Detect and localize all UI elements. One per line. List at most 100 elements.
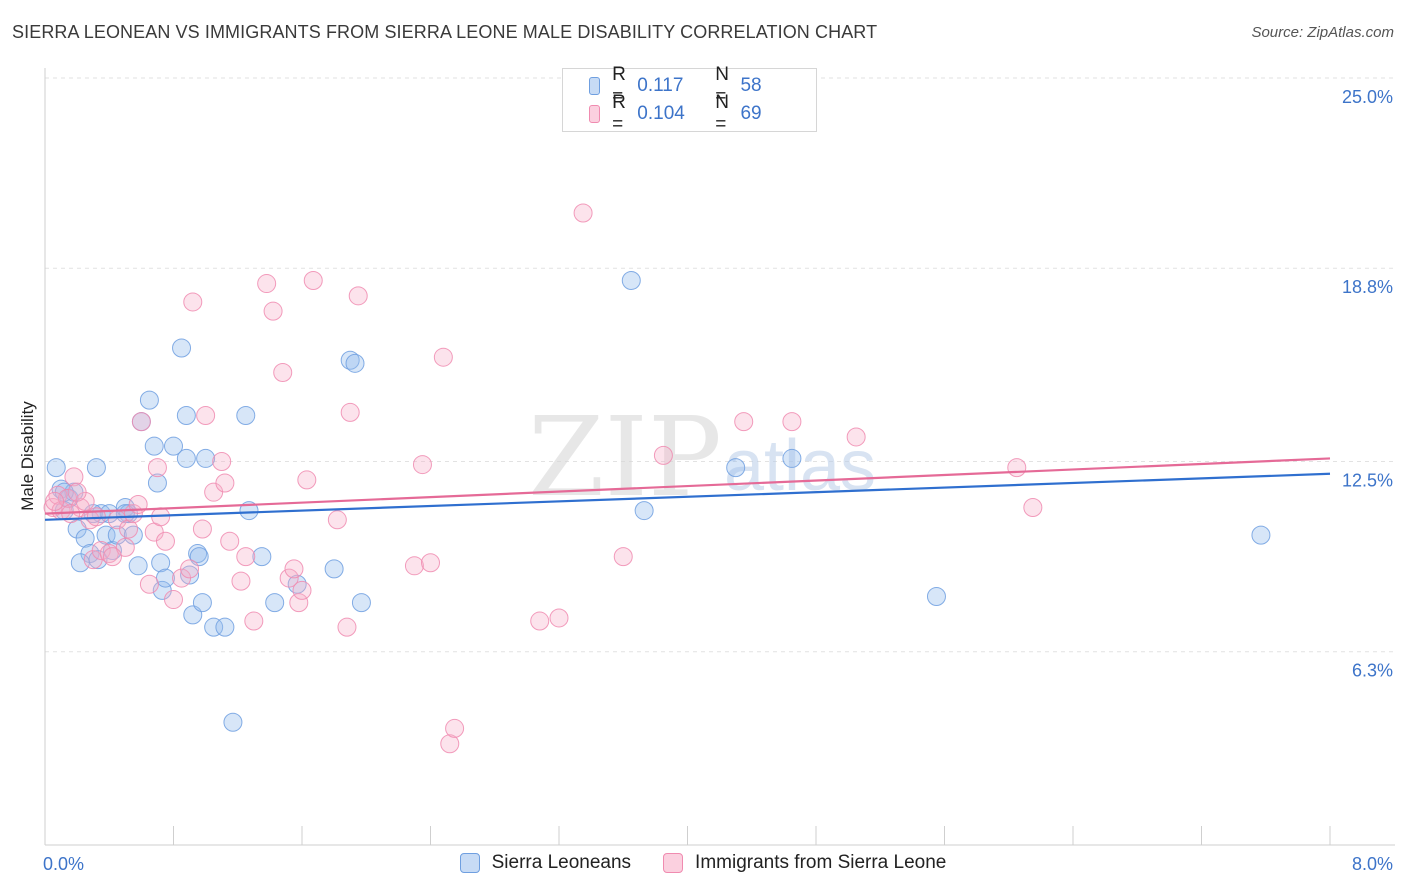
data-point-immigrants xyxy=(412,455,432,475)
data-point-immigrants xyxy=(279,568,299,588)
data-point-immigrants xyxy=(263,301,283,321)
legend-r-value: 0.117 xyxy=(637,75,684,96)
x-tick-label: 8.0% xyxy=(1352,854,1393,874)
data-point-immigrants xyxy=(64,467,84,487)
data-point-immigrants xyxy=(404,556,424,576)
data-point-sierra-leoneans xyxy=(265,593,285,613)
data-point-immigrants xyxy=(231,571,251,591)
data-point-sierra-leoneans xyxy=(176,448,196,468)
data-point-immigrants xyxy=(289,593,309,613)
data-point-sierra-leoneans xyxy=(144,436,164,456)
data-point-sierra-leoneans xyxy=(172,338,192,358)
data-point-immigrants xyxy=(337,617,357,637)
axis-labels: 6.3% 12.5% 18.8% 25.0% 0.0% 8.0% Male Disabili… xyxy=(18,87,1393,874)
data-point-sierra-leoneans xyxy=(196,448,216,468)
correlation-legend: R = 0.117 N = 58 R = 0.104 N = 69 xyxy=(562,64,818,135)
data-point-immigrants xyxy=(244,611,264,631)
legend-item-label: Sierra Leoneans xyxy=(491,852,632,873)
trend-line-immigrants xyxy=(44,457,1331,515)
legend-item-label: Immigrants from Sierra Leone xyxy=(695,852,947,873)
legend-item-immigrants[interactable]: Immigrants from Sierra Leone xyxy=(663,852,946,874)
data-point-immigrants xyxy=(1007,458,1027,478)
data-point-immigrants xyxy=(653,445,673,465)
legend-n-label: N = xyxy=(715,92,730,135)
data-point-immigrants xyxy=(440,734,460,754)
data-point-immigrants xyxy=(303,270,323,290)
legend-swatch-pink xyxy=(589,105,601,123)
trend-lines xyxy=(44,457,1331,521)
data-point-sierra-leoneans xyxy=(324,559,344,579)
data-point-immigrants xyxy=(147,458,167,478)
y-tick-label: 18.8% xyxy=(1342,277,1393,297)
data-point-sierra-leoneans xyxy=(345,353,365,373)
data-point-immigrants xyxy=(846,427,866,447)
data-point-immigrants xyxy=(155,531,175,551)
data-point-immigrants xyxy=(67,482,87,502)
legend-r-label: R = xyxy=(612,92,626,135)
data-point-sierra-leoneans xyxy=(102,540,122,560)
data-point-sierra-leoneans xyxy=(128,556,148,576)
data-point-sierra-leoneans xyxy=(223,712,243,732)
trend-line-sierra-leoneans xyxy=(44,472,1331,521)
data-point-immigrants xyxy=(348,286,368,306)
data-point-sierra-leoneans xyxy=(634,501,654,521)
y-tick-label: 25.0% xyxy=(1342,87,1393,107)
y-axis-title: Male Disability xyxy=(18,401,37,511)
legend-r-value: 0.104 xyxy=(637,103,685,124)
data-point-sierra-leoneans xyxy=(726,458,746,478)
data-point-immigrants xyxy=(734,412,754,432)
legend-n-value: 69 xyxy=(740,103,762,124)
legend-row-immigrants: R = 0.104 N = 69 xyxy=(589,92,818,135)
data-point-immigrants xyxy=(102,547,122,567)
data-point-sierra-leoneans xyxy=(164,436,183,456)
data-point-immigrants xyxy=(530,611,550,631)
data-point-immigrants xyxy=(297,470,317,490)
data-point-immigrants xyxy=(257,274,277,294)
data-point-sierra-leoneans xyxy=(188,544,208,564)
legend-item-sierra-leoneans[interactable]: Sierra Leoneans xyxy=(459,852,632,874)
data-point-sierra-leoneans xyxy=(151,553,171,573)
data-point-sierra-leoneans xyxy=(252,547,272,567)
data-point-sierra-leoneans xyxy=(782,448,802,468)
data-point-immigrants xyxy=(782,412,802,432)
data-point-immigrants xyxy=(119,519,139,539)
data-point-immigrants xyxy=(196,405,216,425)
data-point-sierra-leoneans xyxy=(86,458,106,478)
watermark: ZIP atlas xyxy=(528,393,876,521)
data-point-sierra-leoneans xyxy=(155,568,175,588)
data-point-sierra-leoneans xyxy=(351,593,371,613)
data-point-immigrants xyxy=(215,473,235,493)
legend-swatch-blue xyxy=(589,77,601,95)
data-point-sierra-leoneans xyxy=(621,270,641,290)
legend-swatch-pink xyxy=(663,853,684,873)
data-point-sierra-leoneans xyxy=(215,617,235,637)
data-point-immigrants xyxy=(340,402,360,422)
data-point-immigrants xyxy=(139,574,159,594)
data-point-sierra-leoneans xyxy=(236,405,256,425)
data-point-sierra-leoneans xyxy=(70,553,90,573)
data-point-sierra-leoneans xyxy=(192,593,212,613)
data-point-sierra-leoneans xyxy=(147,473,167,493)
data-point-immigrants xyxy=(45,491,65,511)
data-point-sierra-leoneans xyxy=(1251,525,1271,545)
data-point-immigrants xyxy=(183,292,203,312)
data-point-immigrants xyxy=(549,608,569,628)
data-point-immigrants xyxy=(273,363,293,383)
chart-title: SIERRA LEONEAN VS IMMIGRANTS FROM SIERRA… xyxy=(12,22,878,42)
data-points xyxy=(43,203,1271,754)
data-point-immigrants xyxy=(433,347,453,367)
data-point-immigrants xyxy=(115,537,135,557)
data-point-sierra-leoneans xyxy=(204,617,224,637)
data-point-immigrants xyxy=(421,553,440,573)
data-point-immigrants xyxy=(613,547,633,567)
data-point-immigrants xyxy=(284,559,304,579)
data-point-sierra-leoneans xyxy=(75,528,95,548)
series-legend: Sierra Leoneans Immigrants from Sierra L… xyxy=(0,852,1406,874)
data-point-immigrants xyxy=(236,547,256,567)
data-point-immigrants xyxy=(180,559,200,579)
legend-r-label: R = xyxy=(612,64,626,107)
data-point-immigrants xyxy=(192,519,212,539)
y-tick-label: 6.3% xyxy=(1352,661,1393,681)
data-point-immigrants xyxy=(1023,498,1043,518)
